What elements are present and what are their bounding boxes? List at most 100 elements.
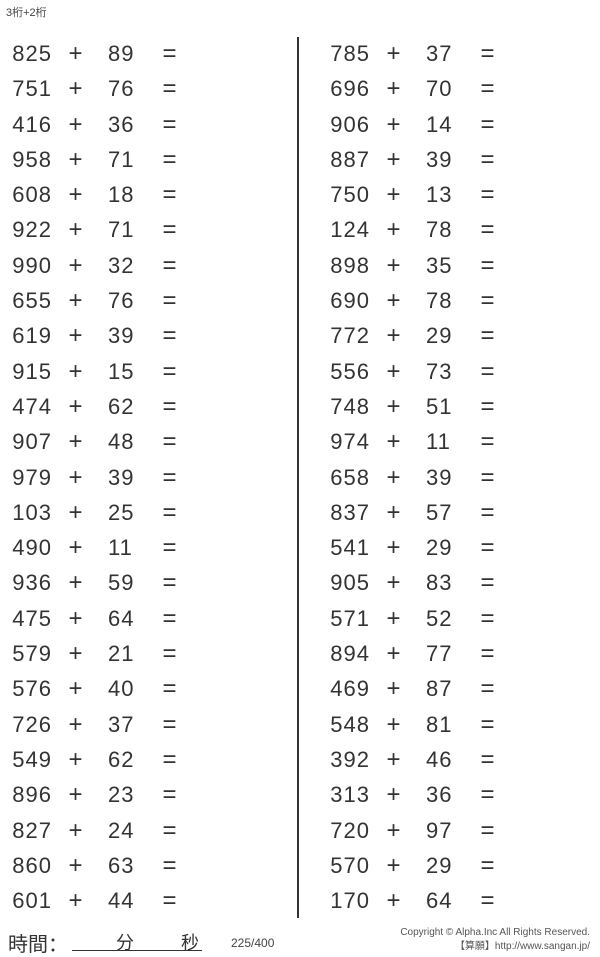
problem-row: 549 +62 =: [0, 742, 260, 777]
addend-2: 77: [426, 641, 453, 667]
equals-sign: =: [480, 604, 496, 632]
addend-1: 696: [330, 76, 370, 102]
addend-2: 29: [426, 535, 453, 561]
addend-2: 64: [108, 605, 135, 631]
equals-sign: =: [162, 145, 178, 173]
addend-2: 18: [108, 182, 135, 208]
plus-sign: +: [386, 392, 402, 420]
problem-row: 608 +18 =: [0, 177, 260, 212]
plus-sign: +: [386, 216, 402, 244]
problem-row: 570 +29 =: [318, 848, 578, 883]
problem-row: 896 +23 =: [0, 777, 260, 812]
addend-1: 579: [12, 641, 52, 667]
addend-2: 71: [108, 146, 135, 172]
equals-sign: =: [162, 675, 178, 703]
plus-sign: +: [386, 357, 402, 385]
plus-sign: +: [68, 887, 84, 915]
problem-row: 860 +63 =: [0, 848, 260, 883]
equals-sign: =: [162, 216, 178, 244]
plus-sign: +: [68, 675, 84, 703]
addend-2: 78: [426, 217, 453, 243]
equals-sign: =: [480, 816, 496, 844]
equals-sign: =: [480, 110, 496, 138]
equals-sign: =: [162, 75, 178, 103]
addend-1: 898: [330, 252, 370, 278]
copyright-text: Copyright © Alpha.Inc All Rights Reserve…: [400, 927, 590, 938]
addend-1: 907: [12, 429, 52, 455]
addend-1: 958: [12, 146, 52, 172]
equals-sign: =: [480, 851, 496, 879]
addend-1: 827: [12, 817, 52, 843]
equals-sign: =: [162, 781, 178, 809]
problem-row: 720 +97 =: [318, 813, 578, 848]
problem-row: 571 +52 =: [318, 601, 578, 636]
addend-1: 601: [12, 888, 52, 914]
addend-2: 70: [426, 76, 453, 102]
plus-sign: +: [68, 534, 84, 562]
addend-2: 39: [108, 464, 135, 490]
addend-2: 76: [108, 288, 135, 314]
addend-1: 313: [330, 782, 370, 808]
problem-row: 579 +21 =: [0, 636, 260, 671]
plus-sign: +: [386, 675, 402, 703]
addend-1: 541: [330, 535, 370, 561]
addend-2: 87: [426, 676, 453, 702]
problem-row: 469 +87 =: [318, 671, 578, 706]
addend-2: 57: [426, 499, 453, 525]
addend-2: 64: [426, 888, 453, 914]
problem-row: 887 +39 =: [318, 142, 578, 177]
problem-row: 576 +40 =: [0, 671, 260, 706]
problem-row: 548 +81 =: [318, 707, 578, 742]
plus-sign: +: [386, 181, 402, 209]
time-label: 時間：: [8, 932, 68, 956]
addend-2: 29: [426, 852, 453, 878]
plus-sign: +: [68, 781, 84, 809]
plus-sign: +: [386, 110, 402, 138]
plus-sign: +: [68, 816, 84, 844]
worksheet-title: 3桁+2桁: [6, 7, 47, 19]
equals-sign: =: [162, 745, 178, 773]
problem-row: 748 +51 =: [318, 389, 578, 424]
equals-sign: =: [162, 604, 178, 632]
addend-1: 549: [12, 746, 52, 772]
plus-sign: +: [68, 463, 84, 491]
plus-sign: +: [386, 287, 402, 315]
problem-row: 601 +44 =: [0, 883, 260, 918]
plus-sign: +: [386, 534, 402, 562]
addend-2: 23: [108, 782, 135, 808]
equals-sign: =: [162, 251, 178, 279]
addend-1: 124: [330, 217, 370, 243]
equals-sign: =: [480, 428, 496, 456]
plus-sign: +: [68, 428, 84, 456]
addend-2: 36: [108, 111, 135, 137]
addend-1: 750: [330, 182, 370, 208]
addend-2: 37: [426, 41, 453, 66]
addend-1: 894: [330, 641, 370, 667]
addend-1: 748: [330, 393, 370, 419]
plus-sign: +: [386, 640, 402, 668]
equals-sign: =: [480, 534, 496, 562]
equals-sign: =: [480, 887, 496, 915]
plus-sign: +: [386, 463, 402, 491]
plus-sign: +: [68, 710, 84, 738]
plus-sign: +: [386, 322, 402, 350]
equals-sign: =: [162, 851, 178, 879]
addend-2: 29: [426, 323, 453, 349]
equals-sign: =: [480, 287, 496, 315]
addend-1: 571: [330, 605, 370, 631]
addend-2: 36: [426, 782, 453, 808]
problem-row: 696 +70 =: [318, 71, 578, 106]
addend-1: 570: [330, 852, 370, 878]
problem-row: 416 +36 =: [0, 107, 260, 142]
addend-2: 40: [108, 676, 135, 702]
addend-1: 936: [12, 570, 52, 596]
minutes-label: 分: [116, 933, 134, 954]
problem-row: 837 +57 =: [318, 495, 578, 530]
addend-2: 13: [426, 182, 453, 208]
problem-row: 785 +37 =: [318, 36, 578, 71]
problem-row: 751 +76 =: [0, 71, 260, 106]
addend-1: 922: [12, 217, 52, 243]
problem-row: 541 +29 =: [318, 530, 578, 565]
addend-1: 990: [12, 252, 52, 278]
addend-2: 78: [426, 288, 453, 314]
